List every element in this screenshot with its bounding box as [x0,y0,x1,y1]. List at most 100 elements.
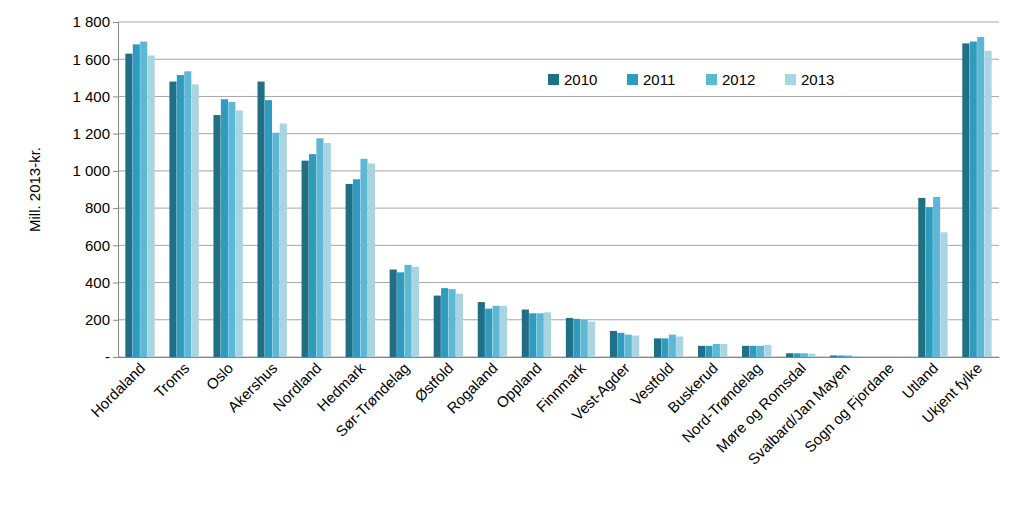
chart-container: -2004006008001 0001 2001 4001 6001 800Ho… [0,0,1009,524]
x-tick-label: Oslo [203,359,237,393]
y-tick: 200 [85,311,118,328]
bar [985,51,992,357]
chart-svg: -2004006008001 0001 2001 4001 6001 800Ho… [0,0,1009,524]
bar [449,289,456,357]
x-tick-label: Akershus [224,359,280,415]
y-tick-mark [113,171,118,172]
bar [500,306,507,357]
y-tick: 1 800 [72,13,118,30]
x-tick-label: Sør-Trøndelag [332,359,413,440]
y-axis: - 200 400 600 800 1 000 1 200 1 400 1 600 1 800 [72,13,118,365]
bar [720,344,727,357]
y-tick-label: 1 400 [72,88,110,105]
grid-line [118,96,999,97]
bar-series [140,37,984,357]
bar [529,313,536,357]
x-tick: Vest-Agder [568,359,633,424]
x-tick: Nord-Trøndelag [678,359,764,445]
bar [544,312,551,357]
bar [661,338,668,357]
bar [125,54,132,357]
bar [749,346,756,357]
bar [441,288,448,357]
y-tick-label: 1 000 [72,162,110,179]
x-tick-label: Rogaland [443,359,500,416]
y-tick: 1 200 [72,125,118,142]
bar [794,353,801,357]
bar [316,138,323,357]
x-tick-label: Nord-Trøndelag [678,359,764,445]
y-tick-mark [113,96,118,97]
grid-line [118,170,999,171]
bar [148,56,155,358]
y-tick: - [105,348,118,365]
bar [177,75,184,357]
bar [852,356,859,357]
y-tick-label: 1 200 [72,125,110,142]
bar [485,309,492,357]
x-tick-label: Utland [898,359,941,402]
bar [632,336,639,357]
bar-series [125,43,969,357]
bar [962,43,969,357]
bar [970,42,977,357]
bar [456,294,463,357]
y-tick-mark [113,245,118,246]
bar [434,296,441,357]
bar [713,344,720,357]
legend-label: 2010 [564,71,597,88]
bar [360,159,367,357]
bar [808,354,815,357]
bar [757,346,764,357]
y-tick: 1 600 [72,51,118,68]
legend-label: 2012 [722,71,755,88]
bar [933,197,940,357]
bar [537,313,544,357]
bar [221,99,228,357]
bar [830,356,837,357]
bar [566,318,573,357]
x-tick: Sør-Trøndelag [332,359,413,440]
bar [705,346,712,357]
y-tick-label: 400 [85,274,110,291]
grid-line [118,319,999,320]
bar [573,319,580,357]
bars [125,37,991,357]
legend-label: 2011 [643,71,675,88]
plot-area: -2004006008001 0001 2001 4001 6001 800Ho… [72,13,999,468]
bar [140,42,147,357]
legend-swatch [706,74,717,85]
bar [617,333,624,357]
legend-swatch [627,74,638,85]
x-tick: Ukjent fylke [918,359,985,426]
x-tick: Rogaland [443,359,500,416]
y-tick-mark [113,22,118,23]
x-tick-label: Vest-Agder [568,359,633,424]
bar [889,357,896,358]
y-tick-mark [113,59,118,60]
bar [926,207,933,357]
grid-line [118,59,999,60]
bar [493,306,500,357]
x-tick: Troms [151,359,193,401]
x-tick-label: Sogn og Fjordane [801,359,897,455]
legend-swatch [785,74,796,85]
bar [368,163,375,357]
bar [845,356,852,357]
grid-line [118,282,999,283]
y-tick-label: 800 [85,199,110,216]
bar [346,184,353,357]
bar [918,198,925,357]
grid-line [118,208,999,209]
y-tick-mark [113,357,118,358]
bar [412,267,419,357]
bar [625,335,632,357]
y-tick: 800 [85,199,118,216]
bar [184,71,191,357]
bar [133,44,140,357]
bar [302,161,309,357]
y-tick: 600 [85,237,118,254]
bar [324,143,331,357]
y-tick: 400 [85,274,118,291]
bar [581,320,588,357]
